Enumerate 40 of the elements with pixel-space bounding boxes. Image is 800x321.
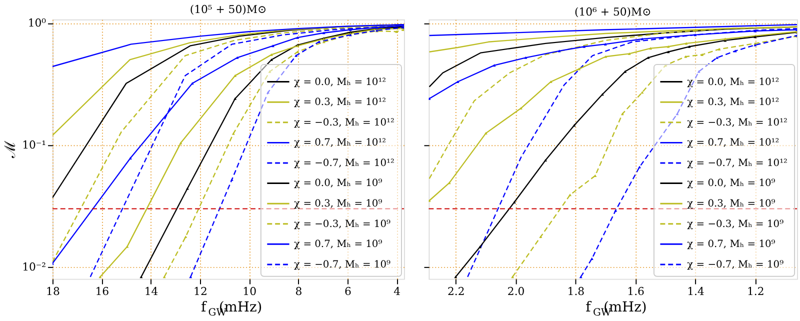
legend-label: χ = −0.7, Mₕ = 10¹²: [294, 158, 394, 169]
legend-label: χ = −0.3, Mₕ = 10⁹: [294, 218, 390, 230]
x-tick-label: 16: [95, 285, 110, 298]
legend-label: χ = 0.0, Mₕ = 10¹²: [294, 76, 386, 88]
x-tick-label: 1.8: [567, 285, 585, 298]
legend-label: χ = 0.7, Mₕ = 10⁹: [687, 239, 776, 250]
y-axis-title: ℳ: [1, 140, 20, 160]
legend-label: χ = 0.3, Mₕ = 10⁹: [294, 198, 382, 210]
x-tick-label: 2.0: [507, 285, 525, 298]
legend-label: χ = 0.3, Mₕ = 10⁹: [687, 198, 776, 210]
x-tick-label: 10: [242, 285, 257, 298]
x-tick-label: 18: [46, 285, 60, 298]
legend-label: χ = 0.0, Mₕ = 10⁹: [687, 178, 776, 190]
x-tick-label: 4: [394, 285, 401, 298]
chart-title: (10⁵ + 50)M⊙: [190, 3, 267, 16]
legend-label: χ = 0.7, Mₕ = 10¹²: [687, 138, 780, 149]
y-tick-label: 10⁻¹: [22, 138, 46, 152]
y-tick-label: 10⁻²: [22, 260, 46, 274]
x-tick-label: 2.2: [448, 285, 465, 298]
x-tick-label: 6: [344, 285, 352, 298]
legend-label: χ = −0.3, Mₕ = 10¹²: [294, 117, 394, 128]
x-tick-label: 1.2: [746, 285, 764, 298]
x-tick-label: 12: [194, 285, 208, 298]
legend-label: χ = −0.7, Mₕ = 10⁹: [687, 259, 784, 270]
legend-label: χ = 0.3, Mₕ = 10¹²: [687, 97, 780, 108]
x-tick-label: 1.6: [627, 285, 645, 298]
legend-label: χ = 0.7, Mₕ = 10⁹: [294, 239, 382, 250]
legend-label: χ = 0.7, Mₕ = 10¹²: [294, 138, 386, 149]
x-tick-label: 14: [144, 285, 158, 298]
legend-label: χ = −0.3, Mₕ = 10¹²: [687, 117, 788, 128]
x-tick-label: 8: [295, 285, 302, 298]
y-tick-label: 10⁰: [28, 16, 47, 30]
legend-label: χ = −0.7, Mₕ = 10¹²: [687, 158, 788, 169]
legend-label: χ = −0.3, Mₕ = 10⁹: [687, 218, 784, 230]
legend-label: χ = 0.3, Mₕ = 10¹²: [294, 97, 386, 108]
legend-label: χ = 0.0, Mₕ = 10¹²: [687, 76, 780, 88]
legend-label: χ = −0.7, Mₕ = 10⁹: [294, 259, 390, 270]
chart-title: (10⁶ + 50)M⊙: [574, 5, 652, 18]
legend-label: χ = 0.0, Mₕ = 10⁹: [294, 178, 382, 190]
x-tick-label: 1.4: [687, 285, 704, 298]
